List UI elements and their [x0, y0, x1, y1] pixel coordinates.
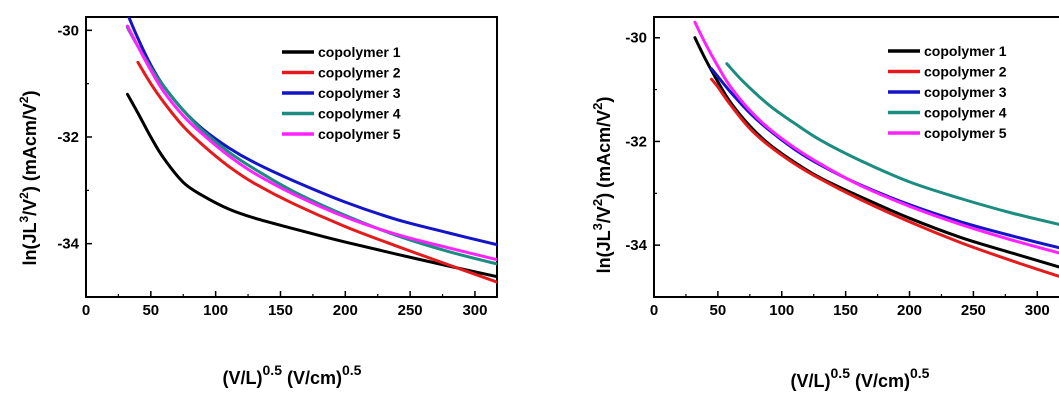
left-ylabel-p1sup: 3	[17, 216, 31, 223]
right-series-line-3	[710, 67, 1059, 250]
right-legend-label-5: copolymer 5	[924, 125, 1007, 141]
left-x-tick-label: 250	[398, 302, 423, 319]
left-x-tick-label: 300	[462, 302, 487, 319]
left-plot-frame	[85, 16, 498, 298]
right-xlabel-base: (V/L)	[791, 371, 831, 391]
right-legend-label-2: copolymer 2	[924, 64, 1007, 80]
right-y-tick-label: -34	[625, 237, 647, 254]
right-x-tick-label: 0	[650, 302, 658, 319]
left-xlabel-exp1: 0.5	[263, 362, 283, 378]
left-ylabel-p3: ) (mAcm/V	[20, 103, 40, 192]
right-xlabel-mid: (V/cm)	[850, 371, 910, 391]
right-ylabel-p1sup: 3	[590, 223, 605, 230]
right-legend-label-3: copolymer 3	[924, 84, 1007, 100]
left-ylabel-p1: ln(JL	[20, 223, 40, 266]
chart-left: ln(JL3/V2) (mAcm/V2) (V/L)0.5 (V/cm)0.5 …	[17, 16, 498, 388]
left-ylabel-p2sup: 2	[17, 192, 31, 199]
right-x-tick-label: 150	[833, 302, 858, 319]
right-ylabel-p2: /V	[594, 206, 614, 223]
left-series-line-2	[136, 60, 497, 284]
left-legend-label-3: copolymer 3	[318, 85, 401, 101]
left-legend-label-1: copolymer 1	[318, 44, 401, 60]
left-x-axis-title: (V/L)0.5 (V/cm)0.5	[223, 362, 362, 388]
svg-text:ln(JL3/V2) (mAcm/V2): ln(JL3/V2) (mAcm/V2)	[590, 97, 614, 274]
left-y-tick-label: -34	[57, 236, 79, 253]
left-xlabel-base: (V/L)	[223, 368, 263, 388]
left-y-tick-label: -32	[57, 129, 79, 146]
right-ylabel-p1: ln(JL	[594, 230, 614, 273]
left-x-tick-label: 50	[142, 302, 159, 319]
left-y-tick-label: -30	[57, 22, 79, 39]
right-series-line-4	[725, 62, 1059, 226]
right-x-tick-label: 50	[710, 302, 727, 319]
right-x-tick-label: 200	[897, 302, 922, 319]
right-plot-frame	[653, 16, 1059, 298]
left-series-line-5	[126, 24, 497, 262]
right-legend-label-1: copolymer 1	[924, 43, 1007, 59]
right-x-axis-title: (V/L)0.5 (V/cm)0.5	[791, 365, 930, 391]
left-y-axis-title: ln(JL3/V2) (mAcm/V2)	[17, 90, 40, 265]
chart-right: ln(JL3/V2) (mAcm/V2) (V/L)0.5 (V/cm)0.5 …	[590, 16, 1059, 391]
right-series-line-2	[710, 77, 1059, 278]
left-legend-label-5: copolymer 5	[318, 126, 401, 142]
right-xlabel-exp1: 0.5	[831, 365, 851, 381]
right-x-tick-label: 250	[961, 302, 986, 319]
left-ylabel-p4: )	[20, 90, 40, 96]
right-ylabel-p3: ) (mAcm/V	[594, 110, 614, 199]
left-ylabel-p2: /V	[20, 199, 40, 216]
left-ylabel-p3sup: 2	[17, 96, 31, 103]
left-x-tick-label: 200	[333, 302, 358, 319]
right-xlabel-exp2: 0.5	[910, 365, 930, 381]
right-ylabel-p2sup: 2	[590, 199, 605, 206]
left-x-tick-label: 150	[268, 302, 293, 319]
left-xlabel-exp2: 0.5	[342, 362, 362, 378]
right-y-tick-label: -32	[625, 133, 647, 150]
right-x-tick-label: 300	[1025, 302, 1050, 319]
right-ylabel-p4: )	[594, 97, 614, 103]
right-y-axis-title: ln(JL3/V2) (mAcm/V2)	[590, 97, 614, 274]
left-xlabel-mid: (V/cm)	[282, 368, 342, 388]
svg-text:ln(JL3/V2) (mAcm/V2): ln(JL3/V2) (mAcm/V2)	[17, 90, 40, 265]
right-series-line-5	[693, 20, 1059, 255]
left-x-tick-label: 100	[203, 302, 228, 319]
left-series-line-4	[126, 26, 497, 266]
right-legend-label-4: copolymer 4	[924, 105, 1007, 121]
right-ylabel-p3sup: 2	[590, 103, 605, 110]
left-series-line-1	[126, 92, 497, 279]
left-legend-label-4: copolymer 4	[318, 106, 401, 122]
right-x-tick-label: 100	[769, 302, 794, 319]
right-y-tick-label: -30	[625, 30, 647, 47]
left-x-tick-label: 0	[82, 302, 90, 319]
left-legend-label-2: copolymer 2	[318, 65, 401, 81]
